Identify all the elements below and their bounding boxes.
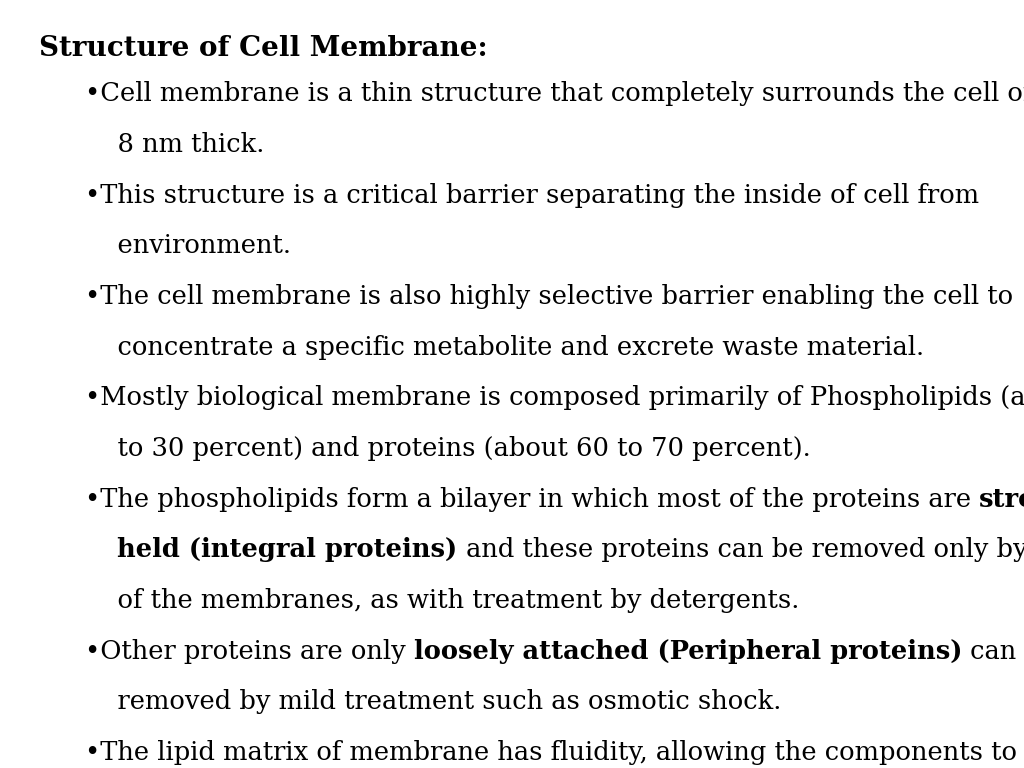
Text: held (integral proteins): held (integral proteins) — [118, 538, 458, 562]
Text: •Cell membrane is a thin structure that completely surrounds the cell only about: •Cell membrane is a thin structure that … — [85, 81, 1024, 106]
Text: •Other proteins are only: •Other proteins are only — [85, 639, 414, 664]
Text: •The lipid matrix of membrane has fluidity, allowing the components to move: •The lipid matrix of membrane has fluidi… — [85, 740, 1024, 765]
Text: concentrate a specific metabolite and excrete waste material.: concentrate a specific metabolite and ex… — [85, 335, 924, 359]
Text: and these proteins can be removed only by destruction: and these proteins can be removed only b… — [458, 538, 1024, 562]
Text: •This structure is a critical barrier separating the inside of cell from: •This structure is a critical barrier se… — [85, 183, 979, 207]
Text: •The cell membrane is also highly selective barrier enabling the cell to: •The cell membrane is also highly select… — [85, 284, 1013, 309]
Text: loosely attached (Peripheral proteins): loosely attached (Peripheral proteins) — [414, 639, 963, 664]
Text: to 30 percent) and proteins (about 60 to 70 percent).: to 30 percent) and proteins (about 60 to… — [85, 436, 811, 461]
Text: Structure of Cell Membrane:: Structure of Cell Membrane: — [39, 35, 487, 61]
Text: of the membranes, as with treatment by detergents.: of the membranes, as with treatment by d… — [85, 588, 800, 613]
Text: can be: can be — [963, 639, 1024, 664]
Text: environment.: environment. — [85, 233, 291, 258]
Text: 8 nm thick.: 8 nm thick. — [85, 132, 264, 157]
Text: •The phospholipids form a bilayer in which most of the proteins are: •The phospholipids form a bilayer in whi… — [85, 487, 979, 511]
Text: strongly: strongly — [979, 487, 1024, 511]
Text: •Mostly biological membrane is composed primarily of Phospholipids (about 20: •Mostly biological membrane is composed … — [85, 386, 1024, 410]
Text: removed by mild treatment such as osmotic shock.: removed by mild treatment such as osmoti… — [85, 690, 781, 714]
